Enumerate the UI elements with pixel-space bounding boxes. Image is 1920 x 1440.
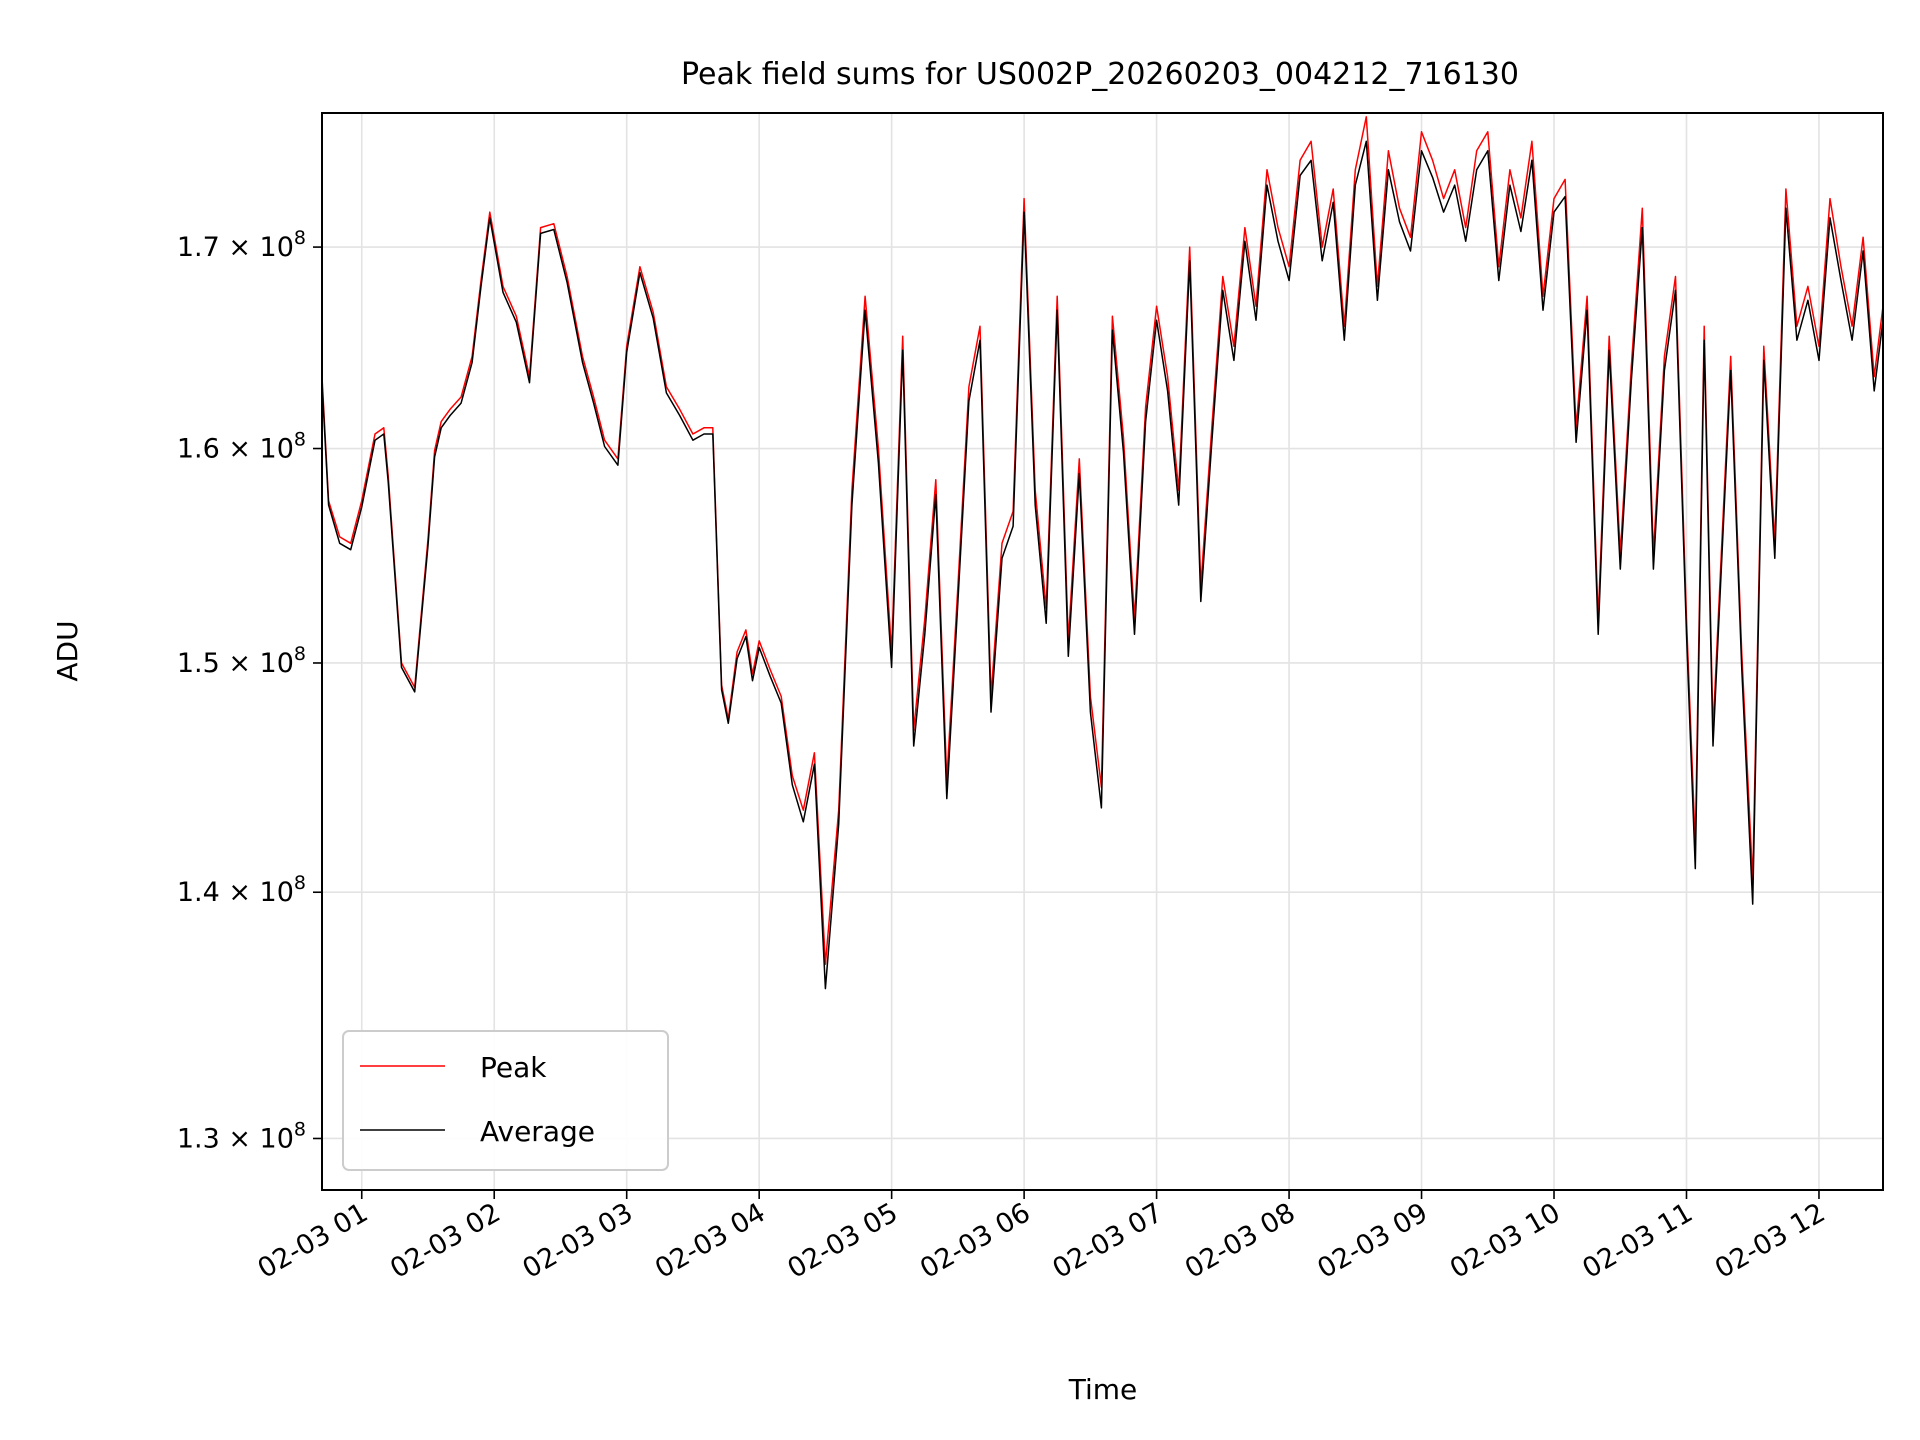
- x-tick-label: 02-03 02: [385, 1197, 506, 1285]
- x-axis-label: Time: [1068, 1373, 1138, 1406]
- y-tick-label: 1.6 × 108: [177, 429, 306, 465]
- y-tick-label: 1.5 × 108: [177, 643, 306, 679]
- legend: Peak Average: [342, 1030, 669, 1171]
- y-axis-label: ADU: [51, 620, 84, 681]
- grid-lines: [322, 113, 1883, 1190]
- x-axis-ticks: 02-03 01 02-03 02 02-03 03 02-03 04 02-03 05…: [253, 1190, 1831, 1285]
- x-tick-label: 02-03 11: [1577, 1197, 1698, 1285]
- average-series-line: [322, 140, 1883, 990]
- x-tick-label: 02-03 03: [518, 1197, 639, 1285]
- x-tick-label: 02-03 07: [1047, 1197, 1168, 1285]
- legend-average-label: Average: [480, 1115, 595, 1148]
- x-tick-label: 02-03 12: [1710, 1197, 1831, 1285]
- legend-peak-label: Peak: [480, 1051, 547, 1084]
- y-tick-label: 1.4 × 108: [177, 872, 306, 908]
- x-tick-label: 02-03 08: [1180, 1197, 1301, 1285]
- x-tick-label: 02-03 06: [915, 1197, 1036, 1285]
- series-lines: [322, 116, 1883, 990]
- x-tick-label: 02-03 10: [1445, 1197, 1566, 1285]
- plot-frame: [321, 112, 1884, 1191]
- y-tick-label: 1.3 × 108: [177, 1118, 306, 1154]
- x-tick-label: 02-03 01: [253, 1197, 374, 1285]
- x-tick-label: 02-03 04: [650, 1197, 771, 1285]
- peak-series-line: [322, 116, 1883, 965]
- chart-title: Peak field sums for US002P_20260203_0042…: [681, 57, 1519, 92]
- x-tick-label: 02-03 05: [783, 1197, 904, 1285]
- y-axis-ticks: 1.3 × 108 1.4 × 108 1.5 × 108 1.6 × 108 1.7 …: [177, 227, 322, 1154]
- y-tick-label: 1.7 × 108: [177, 227, 306, 263]
- x-tick-label: 02-03 09: [1312, 1197, 1433, 1285]
